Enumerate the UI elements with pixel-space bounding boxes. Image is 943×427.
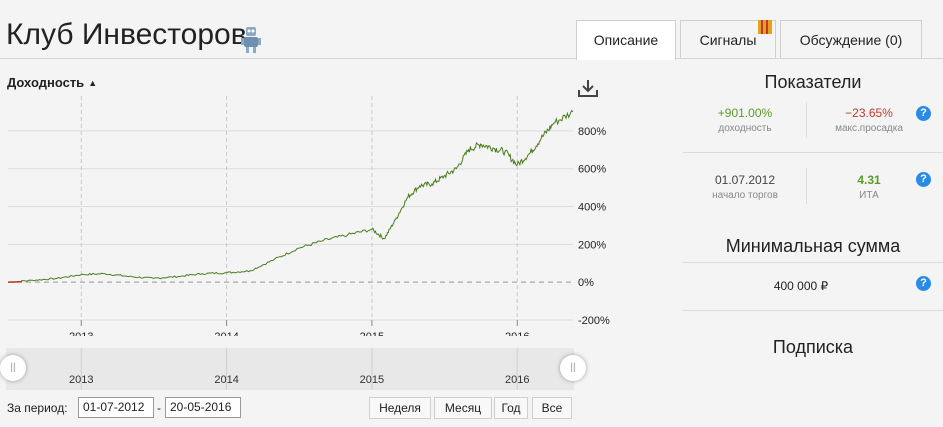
- x-tick-label: 2015: [360, 331, 384, 336]
- section-divider: [683, 262, 943, 263]
- min-sum-value: 400 000 ₽: [773, 279, 829, 293]
- range-week-button[interactable]: Неделя: [369, 397, 431, 419]
- period-label: За период:: [7, 401, 68, 415]
- header-divider: [0, 58, 943, 59]
- indicators-title: Показатели: [764, 72, 862, 92]
- y-tick-label: 0%: [578, 277, 594, 289]
- navigator-label: 2015: [360, 374, 384, 386]
- section-divider: [683, 310, 943, 311]
- sort-caret-icon: ▲: [88, 78, 98, 88]
- date-from-input[interactable]: 01-07-2012: [78, 397, 154, 418]
- subscription-title: Подписка: [772, 337, 854, 357]
- x-tick-label: 2016: [505, 331, 529, 336]
- range-navigator[interactable]: 2013 2014 2015 2016: [6, 348, 574, 390]
- help-icon[interactable]: ?: [916, 106, 931, 121]
- navigator-label: 2014: [214, 374, 238, 386]
- y-tick-label: -200%: [578, 315, 610, 327]
- signal-flag-icon: [758, 20, 772, 34]
- min-sum-title: Минимальная сумма: [725, 236, 901, 256]
- metric-divider: [806, 168, 807, 204]
- drawdown-value: −23.65%: [845, 106, 893, 120]
- drawdown-caption: макс.просадка: [835, 123, 903, 134]
- navigator-label: 2013: [69, 374, 93, 386]
- x-tick-label: 2014: [214, 331, 238, 336]
- navigator-labels: 2013 2014 2015 2016: [69, 348, 529, 390]
- series-line: [7, 109, 574, 283]
- page-title: Клуб Инвесторов: [6, 18, 247, 51]
- date-to-input[interactable]: 20-05-2016: [165, 397, 241, 418]
- chart-heading[interactable]: Доходность ▲: [7, 75, 97, 90]
- start-date-caption: начало торгов: [712, 190, 778, 201]
- robot-icon: [241, 27, 261, 53]
- y-tick-label: 600%: [578, 164, 606, 176]
- yield-chart: 2013 2014 2015 2016 800% 600% 400% 200% 0% -200%: [7, 96, 610, 336]
- x-tick-label: 2013: [69, 331, 93, 336]
- tab-discussion[interactable]: Обсуждение (0): [780, 20, 922, 58]
- chart-heading-label: Доходность: [7, 75, 85, 90]
- tab-description[interactable]: Описание: [576, 20, 676, 60]
- chart-grid: [8, 96, 573, 321]
- range-month-button[interactable]: Месяц: [434, 397, 492, 419]
- y-tick-label: 400%: [578, 202, 606, 214]
- help-icon[interactable]: ?: [916, 172, 931, 187]
- help-icon[interactable]: ?: [916, 276, 931, 291]
- x-axis: 2013 2014 2015 2016: [69, 320, 529, 336]
- yield-caption: доходность: [718, 123, 772, 134]
- download-icon[interactable]: [577, 78, 599, 98]
- y-tick-label: 200%: [578, 239, 606, 251]
- navigator-label: 2016: [505, 374, 529, 386]
- metric-divider: [806, 102, 807, 138]
- date-separator: -: [157, 401, 161, 415]
- range-all-button[interactable]: Все: [532, 397, 572, 419]
- y-axis: 800% 600% 400% 200% 0% -200%: [578, 126, 610, 327]
- ita-value: 4.31: [857, 173, 881, 187]
- ita-caption: ИТА: [859, 190, 879, 201]
- start-date-value: 01.07.2012: [714, 173, 776, 187]
- yield-value: +901.00%: [717, 106, 773, 120]
- section-divider: [683, 152, 943, 153]
- navigator-handle-left[interactable]: ||: [0, 355, 26, 381]
- y-tick-label: 800%: [578, 126, 606, 138]
- navigator-handle-right[interactable]: ||: [560, 355, 586, 381]
- range-year-button[interactable]: Год: [494, 397, 528, 419]
